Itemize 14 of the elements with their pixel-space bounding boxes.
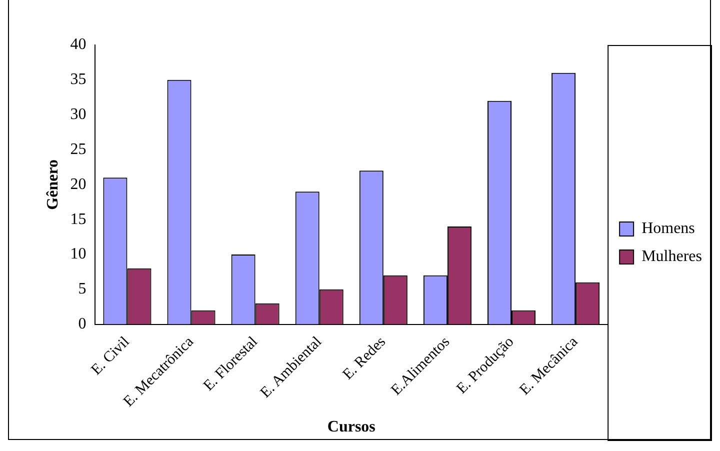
legend-label: Mulheres	[642, 248, 702, 266]
legend-label: Homens	[642, 220, 695, 238]
y-tick-label: 5	[78, 280, 86, 298]
y-tick-label: 20	[70, 176, 86, 193]
y-tick-label: 10	[70, 246, 86, 263]
y-tick-label: 0	[78, 315, 86, 332]
y-axis-title: Gênero	[44, 159, 62, 210]
y-tick-label: 25	[70, 140, 86, 158]
y-tick-label: 30	[70, 106, 86, 124]
y-tick-label: 15	[70, 210, 86, 228]
x-tick-label: E. Civil	[88, 334, 133, 378]
x-axis-title: Cursos	[327, 418, 376, 436]
y-tick-label: 35	[70, 71, 86, 88]
y-tick-label: 40	[70, 36, 86, 54]
